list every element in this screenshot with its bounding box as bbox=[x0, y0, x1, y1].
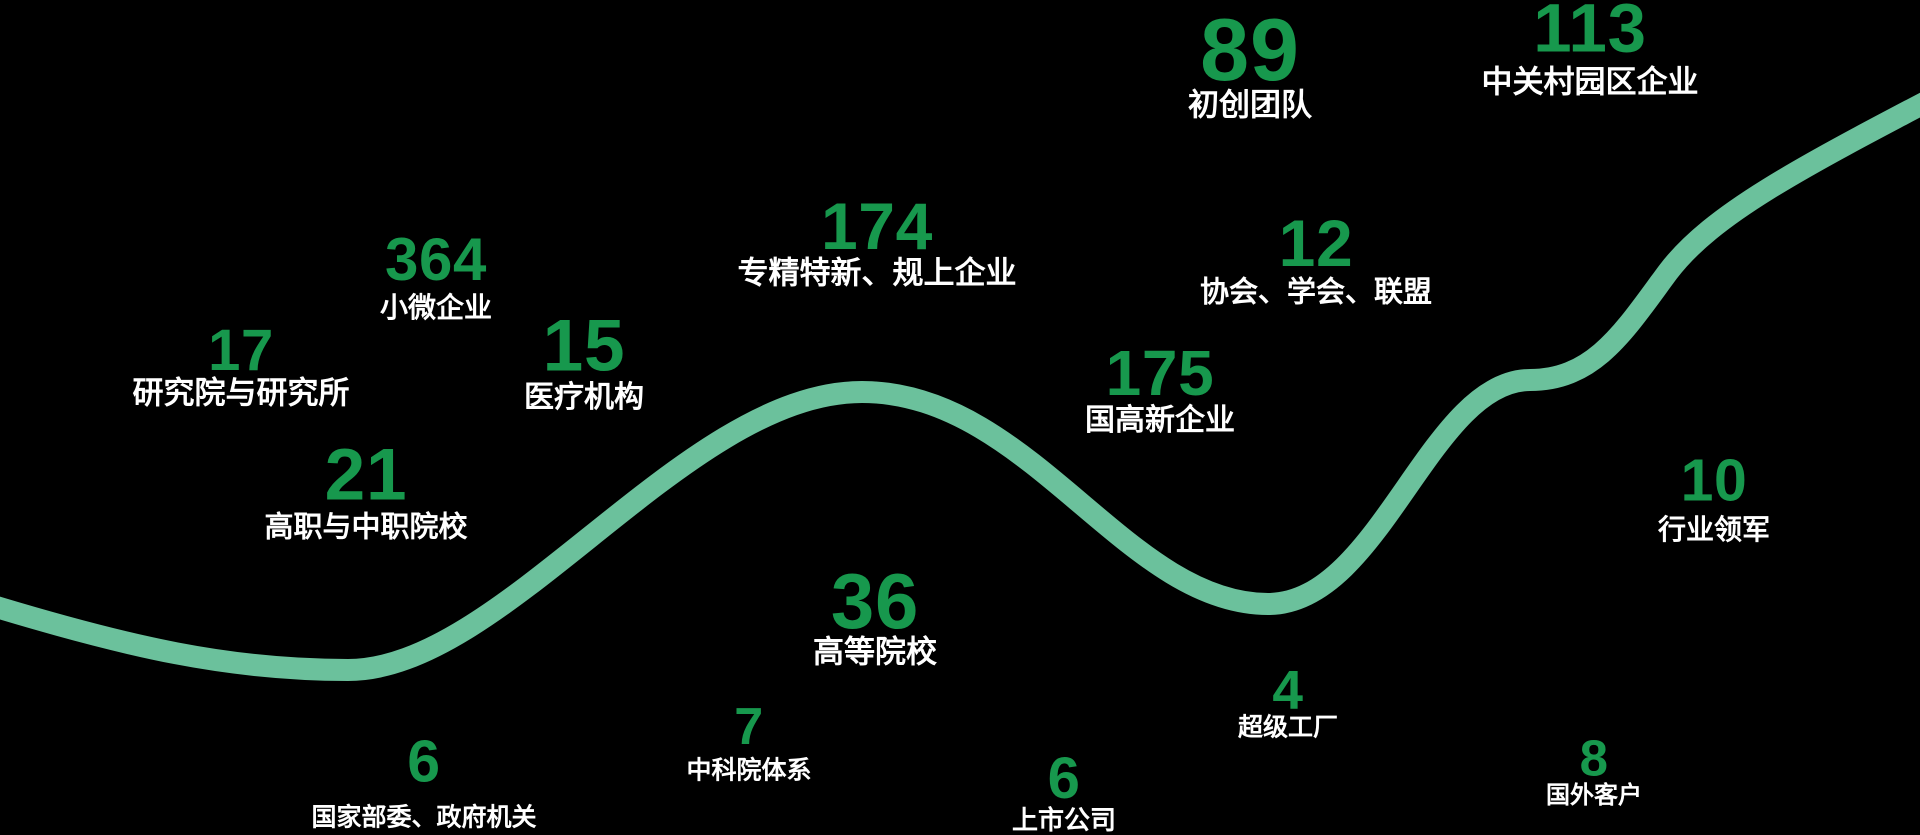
stat-label: 中科院体系 bbox=[686, 756, 812, 785]
stat-label: 协会、学会、联盟 bbox=[1199, 276, 1433, 309]
stat-label: 高等院校 bbox=[813, 634, 937, 670]
stat-value: 15 bbox=[542, 305, 626, 387]
stat-label: 研究院与研究所 bbox=[132, 375, 350, 411]
stat-label: 中关村园区企业 bbox=[1481, 64, 1699, 100]
stat-label: 国外客户 bbox=[1546, 782, 1642, 809]
stat-label: 小微企业 bbox=[379, 292, 493, 323]
stat-value: 89 bbox=[1200, 0, 1300, 99]
stat-label: 高职与中职院校 bbox=[264, 511, 468, 544]
stat-label: 国高新企业 bbox=[1085, 404, 1235, 437]
stat-value: 4 bbox=[1272, 658, 1304, 721]
stat-label: 国家部委、政府机关 bbox=[311, 803, 537, 832]
stat-value: 10 bbox=[1680, 447, 1748, 514]
stat-value: 364 bbox=[385, 226, 487, 293]
stat-value: 21 bbox=[324, 434, 408, 516]
stat-label: 专精特新、规上企业 bbox=[737, 255, 1017, 291]
stat-value: 174 bbox=[820, 189, 934, 263]
stat-label: 医疗机构 bbox=[524, 381, 644, 414]
stat-value: 17 bbox=[208, 318, 274, 383]
stat-value: 12 bbox=[1278, 206, 1354, 280]
stat-label: 行业领军 bbox=[1657, 514, 1771, 545]
wave-path bbox=[0, 92, 1920, 682]
stat-value: 6 bbox=[1047, 746, 1081, 811]
stat-value: 6 bbox=[407, 728, 441, 795]
stat-value: 7 bbox=[734, 698, 764, 756]
stat-value: 36 bbox=[830, 557, 920, 645]
stat-label: 超级工厂 bbox=[1237, 713, 1339, 742]
stat-label: 上市公司 bbox=[1011, 805, 1117, 835]
stat-value: 113 bbox=[1533, 0, 1647, 67]
stat-label: 初创团队 bbox=[1188, 87, 1312, 123]
stat-value: 175 bbox=[1105, 337, 1215, 409]
stat-value: 8 bbox=[1579, 729, 1609, 787]
